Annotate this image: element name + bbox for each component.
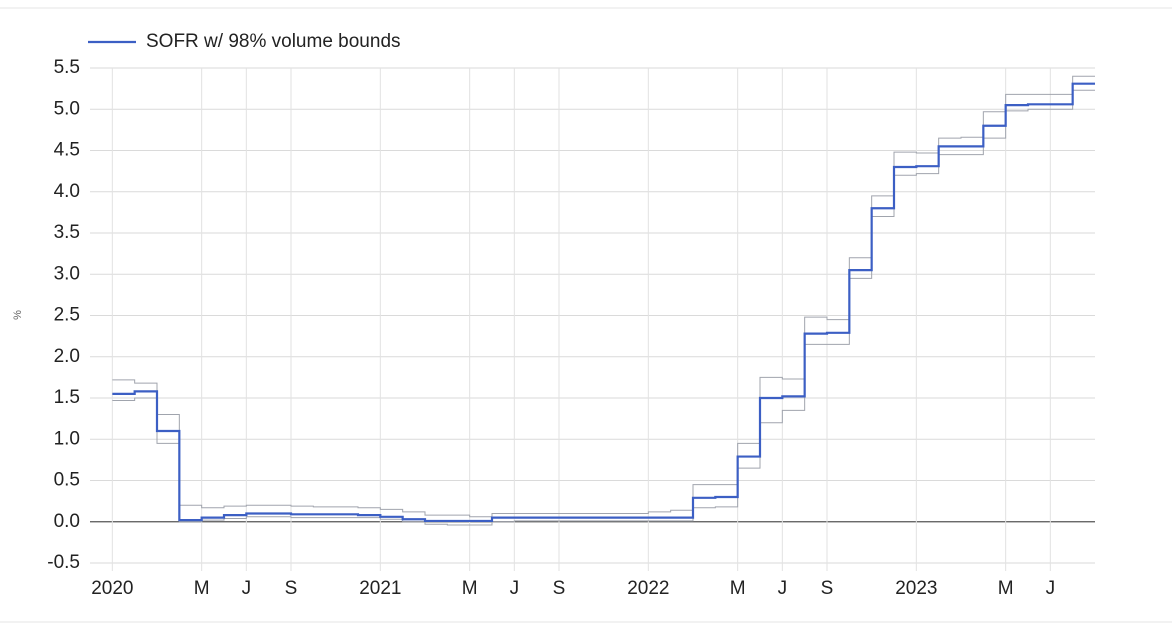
y-axis-label: % [12,310,24,320]
y-tick-label: 5.0 [54,98,80,119]
x-tick-label: S [553,578,566,599]
x-tick-label: S [285,578,298,599]
y-tick-label: 1.5 [54,387,80,408]
legend-label: SOFR w/ 98% volume bounds [146,31,401,52]
x-tick-label: J [1046,578,1056,599]
y-tick-label: 5.5 [54,57,80,78]
x-tick-label: M [194,578,210,599]
x-tick-label: M [998,578,1014,599]
x-tick-label: J [242,578,252,599]
x-tick-label: 2021 [359,578,401,599]
y-tick-label: 4.5 [54,140,80,161]
y-tick-label: 0.5 [54,470,80,491]
bound-line [112,75,1095,518]
x-tick-label: 2022 [627,578,669,599]
x-tick-label: 2023 [895,578,937,599]
y-tick-label: 2.0 [54,346,80,367]
y-tick-label: 4.0 [54,181,80,202]
y-tick-label: 1.0 [54,428,80,449]
series-line [112,82,1095,523]
y-tick-label: 3.5 [54,222,80,243]
x-tick-label: S [821,578,834,599]
x-tick-label: J [778,578,788,599]
y-tick-label: 2.5 [54,305,80,326]
x-tick-label: 2020 [91,578,133,599]
x-tick-label: J [510,578,520,599]
y-tick-label: 0.0 [54,511,80,532]
bound-line [112,89,1095,526]
x-tick-label: M [462,578,478,599]
y-tick-label: 3.0 [54,263,80,284]
y-tick-label: -0.5 [47,552,80,573]
x-tick-label: M [730,578,746,599]
